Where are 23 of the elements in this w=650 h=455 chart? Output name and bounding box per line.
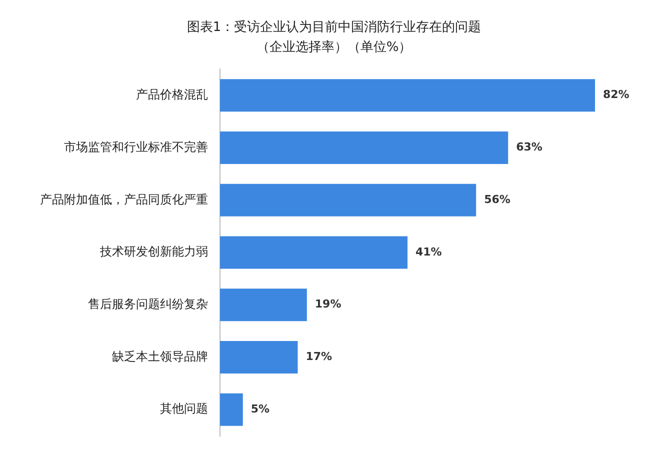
y-tick-label: 产品附加值低，产品同质化严重 xyxy=(40,192,208,206)
data-label: 56% xyxy=(484,192,510,206)
y-tick-label: 缺乏本土领导品牌 xyxy=(112,349,208,364)
data-label: 41% xyxy=(416,245,442,258)
bar xyxy=(220,236,408,269)
y-tick-label: 技术研发创新能力弱 xyxy=(99,244,208,259)
chart-subtitle: （企业选择率）（单位%） xyxy=(256,38,412,55)
bar xyxy=(220,132,508,164)
data-label: 19% xyxy=(314,298,342,311)
data-label: 17% xyxy=(306,350,332,364)
bar xyxy=(220,341,298,374)
y-tick-label: 其他问题 xyxy=(160,402,208,416)
bar xyxy=(220,79,595,112)
bar xyxy=(220,184,476,216)
y-tick-label: 市场监管和行业标准不完善 xyxy=(64,140,208,154)
data-label: 63% xyxy=(516,140,542,154)
data-label: 5% xyxy=(250,402,270,416)
bar xyxy=(220,393,243,426)
y-tick-label: 售后服务问题纠纷复杂 xyxy=(88,296,208,311)
data-label: 82% xyxy=(603,88,630,102)
y-tick-label: 产品价格混乱 xyxy=(136,88,208,102)
chart-title: 图表1：受访企业认为目前中国消防行业存在的问题 xyxy=(186,19,482,36)
bar xyxy=(220,288,307,322)
